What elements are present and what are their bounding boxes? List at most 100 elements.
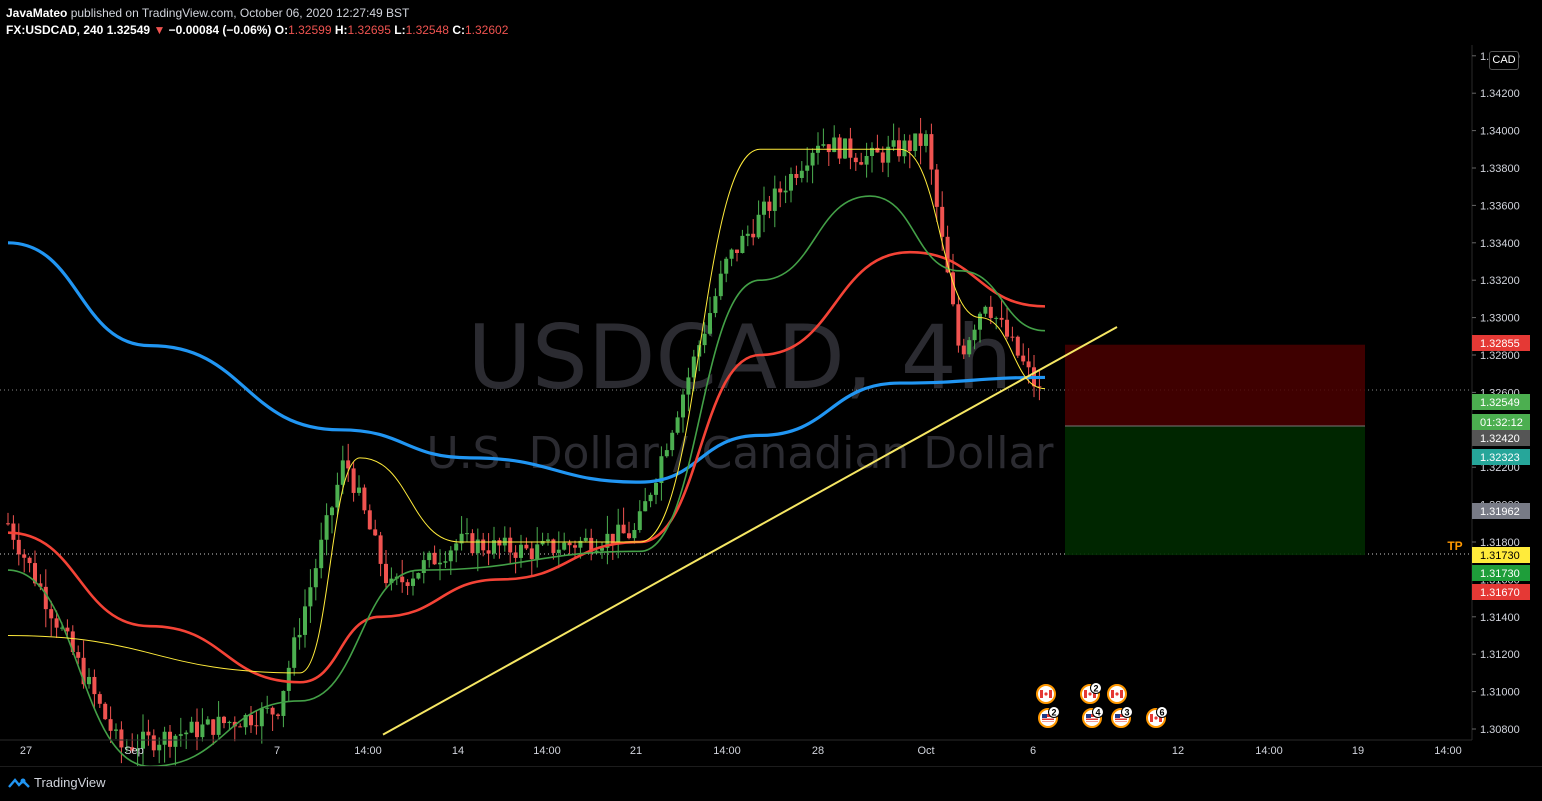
candle-body (346, 460, 351, 469)
candle-body (357, 487, 361, 493)
candle-body (934, 169, 939, 207)
ca-flag-leaf (1154, 716, 1158, 720)
candle-body (114, 729, 118, 731)
time-tick-label: Sep (124, 745, 144, 757)
candle-body (465, 533, 469, 535)
candle-body (756, 214, 761, 238)
candle-body (589, 537, 594, 552)
candle-body (438, 562, 442, 565)
candle-body (529, 548, 534, 560)
candle-body (238, 726, 243, 728)
chart-header: JavaMateo published on TradingView.com, … (6, 5, 508, 39)
candle-body (853, 157, 858, 163)
price-axis[interactable]: 1.308001.310001.312001.314001.316001.318… (1471, 45, 1520, 740)
time-tick-label: 27 (20, 745, 32, 757)
candle-body (859, 162, 864, 165)
candle-body (994, 317, 999, 319)
candle-body (999, 317, 1004, 320)
candle-body (297, 634, 302, 638)
candle-body (178, 734, 183, 736)
trendline[interactable] (382, 326, 1118, 736)
close-label: C: (452, 23, 465, 37)
candle-body (1010, 336, 1015, 338)
candle-body (594, 550, 599, 552)
price-label-tag: 1.32549 (1472, 394, 1530, 410)
event-us-flag-icon: 4 (1082, 706, 1104, 728)
candle-body (767, 201, 772, 211)
price-tick-label: 1.33200 (1480, 275, 1520, 287)
candle-body (524, 544, 529, 549)
us-flag-canton (1115, 714, 1120, 718)
candle-body (810, 152, 815, 166)
candle-body (130, 747, 135, 751)
candle-body (924, 134, 928, 146)
candle-body (16, 539, 21, 555)
candle-body (6, 523, 10, 525)
price-chart[interactable]: USDCAD, 4h U.S. Dollar / Canadian Dollar… (0, 0, 1542, 766)
candle-body (405, 582, 410, 586)
us-flag-stripe (1115, 720, 1127, 722)
candle-body (49, 609, 54, 619)
ca-flag-left (1040, 690, 1043, 698)
tradingview-logo-icon[interactable] (8, 777, 30, 791)
short-position-tool[interactable] (1065, 344, 1365, 556)
event-count-badge (1121, 706, 1133, 718)
author-name[interactable]: JavaMateo (6, 6, 68, 20)
candle-body (897, 140, 901, 157)
candle-body (713, 296, 718, 314)
price-label-bg (1472, 565, 1530, 581)
candle-body (745, 233, 750, 236)
candle-body (513, 552, 518, 558)
ma-red-line (7, 250, 1046, 684)
candle-body (168, 731, 172, 747)
us-flag-stripe (1086, 717, 1098, 719)
event-count: 2 (1093, 684, 1098, 694)
price-label-text: 1.32549 (1480, 397, 1520, 409)
candle-body (508, 537, 513, 553)
candle-body (951, 272, 955, 305)
candle-body (459, 533, 464, 544)
candle-body (119, 729, 124, 748)
candle-body (551, 539, 556, 553)
tradingview-brand[interactable]: TradingView (34, 775, 106, 790)
footer-bar: TradingView (0, 766, 1542, 801)
candle-body (135, 748, 140, 751)
currency-label[interactable]: CAD (1489, 51, 1519, 70)
event-count-badge (1048, 706, 1060, 718)
price-tick-label: 1.33800 (1480, 163, 1520, 175)
time-tick-label: 14:00 (1434, 745, 1462, 757)
candle-body (708, 313, 712, 334)
ca-flag-left (1150, 714, 1153, 722)
candle-body (762, 201, 766, 215)
candle-body (988, 306, 993, 318)
candle-body (794, 173, 799, 178)
candle-body (751, 233, 756, 238)
price-tick-label: 1.34000 (1480, 126, 1520, 138)
candle-body (686, 377, 691, 395)
candle-body (664, 450, 669, 457)
candle-body (600, 547, 604, 551)
ca-flag-left (1084, 690, 1087, 698)
us-flag-canton (1086, 714, 1091, 718)
candle-body (92, 676, 97, 695)
price-label-tag: 1.32420 (1472, 430, 1530, 446)
candle-body (454, 543, 459, 551)
ca-flag-right (1159, 714, 1162, 722)
candle-body (978, 313, 982, 330)
candle-body (184, 732, 189, 735)
low-value: 1.32548 (405, 23, 449, 37)
time-axis[interactable]: 27 Sep 7 14:00 14 14:00 21 14:00 28 Oct 6 12 14:00 19… (0, 739, 1472, 757)
price-label-tag: 1.31730 (1472, 565, 1530, 581)
candle-body (38, 583, 43, 587)
ca-flag-leaf (1044, 692, 1048, 696)
price-label-tag: 1.31730 (1472, 547, 1530, 563)
candle-body (265, 707, 270, 709)
candle-body (54, 618, 59, 628)
economic-events[interactable]: 2 2 4 3 6 (1036, 682, 1168, 728)
candle-body (735, 249, 739, 253)
event-us-flag-icon: 3 (1111, 706, 1133, 728)
candle-body (81, 657, 86, 685)
candle-body (848, 138, 853, 158)
price-label-text: 1.31730 (1480, 568, 1520, 580)
symbol-label[interactable]: FX:USDCAD, 240 (6, 23, 104, 37)
